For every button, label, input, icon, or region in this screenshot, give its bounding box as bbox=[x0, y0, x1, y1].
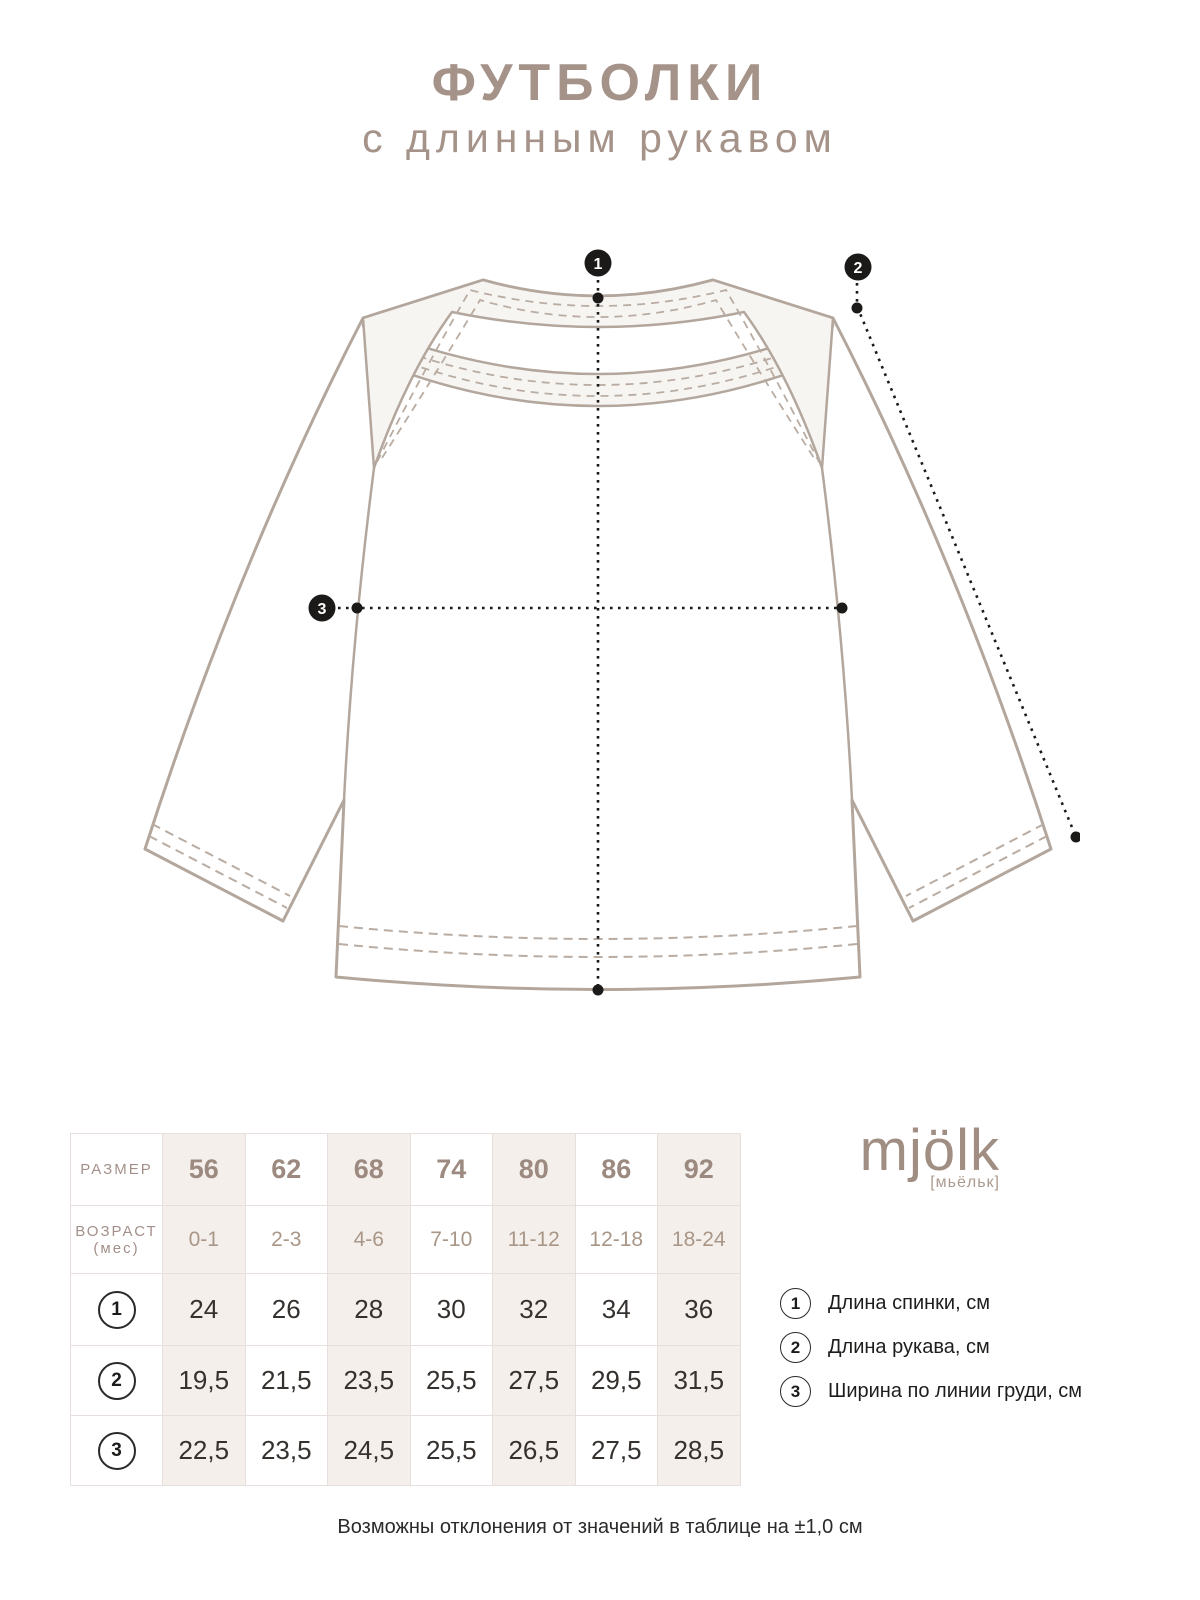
value-cell: 27,5 bbox=[493, 1346, 576, 1416]
legend-item-chest-width: 3 Ширина по линии груди, см bbox=[780, 1376, 1082, 1407]
value-cell: 31,5 bbox=[658, 1346, 741, 1416]
size-cell: 68 bbox=[328, 1134, 411, 1206]
legend-item-sleeve-length: 2 Длина рукава, см bbox=[780, 1332, 1082, 1363]
size-cell: 62 bbox=[245, 1134, 328, 1206]
size-table: РАЗМЕР 56 62 68 74 80 86 92 ВОЗРАСТ (мес… bbox=[70, 1133, 741, 1486]
measurement-endpoint-dots bbox=[351, 292, 1080, 996]
marker-2-label: 2 bbox=[854, 260, 863, 277]
brand-logo: mjölk [мьёльк] bbox=[848, 1122, 1000, 1192]
size-cell: 92 bbox=[658, 1134, 741, 1206]
measure-2-row-label: 2 bbox=[71, 1346, 163, 1416]
circled-number-3: 3 bbox=[780, 1376, 811, 1407]
shirt-measurement-diagram: 1 2 3 bbox=[143, 249, 1080, 996]
brand-logo-wordmark: mjölk bbox=[859, 1118, 1000, 1183]
value-cell: 32 bbox=[493, 1274, 576, 1346]
marker-1-circle bbox=[584, 249, 612, 277]
page-title: ФУТБОЛКИ bbox=[431, 54, 769, 112]
value-cell: 34 bbox=[575, 1274, 658, 1346]
legend-item-back-length: 1 Длина спинки, см bbox=[780, 1288, 1082, 1319]
measurement-markers: 1 2 3 bbox=[308, 249, 872, 622]
measure-1-row-label: 1 bbox=[71, 1274, 163, 1346]
age-cell: 18-24 bbox=[658, 1206, 741, 1274]
armhole-seams bbox=[342, 466, 854, 802]
marker-2-circle bbox=[844, 253, 872, 281]
age-cell: 4-6 bbox=[328, 1206, 411, 1274]
circled-number-1: 1 bbox=[780, 1288, 811, 1319]
value-cell: 26,5 bbox=[493, 1416, 576, 1486]
value-cell: 30 bbox=[410, 1274, 493, 1346]
size-cell: 56 bbox=[163, 1134, 246, 1206]
value-cell: 23,5 bbox=[245, 1416, 328, 1486]
value-cell: 27,5 bbox=[575, 1416, 658, 1486]
size-cell: 86 bbox=[575, 1134, 658, 1206]
size-row-label: РАЗМЕР bbox=[71, 1134, 163, 1206]
value-cell: 28,5 bbox=[658, 1416, 741, 1486]
marker-1-label: 1 bbox=[594, 256, 603, 273]
age-cell: 12-18 bbox=[575, 1206, 658, 1274]
value-cell: 23,5 bbox=[328, 1346, 411, 1416]
measure-3-row-label: 3 bbox=[71, 1416, 163, 1486]
circled-number-3: 3 bbox=[97, 1431, 136, 1470]
tolerance-footnote: Возможны отклонения от значений в таблиц… bbox=[337, 1516, 863, 1538]
value-cell: 21,5 bbox=[245, 1346, 328, 1416]
marker-3-label: 3 bbox=[318, 601, 327, 618]
marker-3-circle bbox=[308, 594, 336, 622]
circled-number-1: 1 bbox=[97, 1290, 136, 1329]
age-cell: 2-3 bbox=[245, 1206, 328, 1274]
size-cell: 80 bbox=[493, 1134, 576, 1206]
value-cell: 25,5 bbox=[410, 1416, 493, 1486]
value-cell: 36 bbox=[658, 1274, 741, 1346]
size-cell: 74 bbox=[410, 1134, 493, 1206]
age-cell: 11-12 bbox=[493, 1206, 576, 1274]
page-subtitle: с длинным рукавом bbox=[362, 114, 838, 161]
value-cell: 28 bbox=[328, 1274, 411, 1346]
value-cell: 22,5 bbox=[163, 1416, 246, 1486]
age-cell: 0-1 bbox=[163, 1206, 246, 1274]
circled-number-2: 2 bbox=[97, 1361, 136, 1400]
page-header: ФУТБОЛКИ с длинным рукавом bbox=[0, 56, 1200, 162]
value-cell: 25,5 bbox=[410, 1346, 493, 1416]
age-row-label: ВОЗРАСТ (мес) bbox=[71, 1206, 163, 1274]
stitch-lines bbox=[148, 823, 1048, 958]
value-cell: 19,5 bbox=[163, 1346, 246, 1416]
age-cell: 7-10 bbox=[410, 1206, 493, 1274]
value-cell: 26 bbox=[245, 1274, 328, 1346]
brand-logo-transcription: [мьёльк] bbox=[930, 1174, 1000, 1191]
value-cell: 24,5 bbox=[328, 1416, 411, 1486]
value-cell: 29,5 bbox=[575, 1346, 658, 1416]
value-cell: 24 bbox=[163, 1274, 246, 1346]
circled-number-2: 2 bbox=[780, 1332, 811, 1363]
measurement-legend: 1 Длина спинки, см 2 Длина рукава, см 3 … bbox=[780, 1288, 1082, 1407]
